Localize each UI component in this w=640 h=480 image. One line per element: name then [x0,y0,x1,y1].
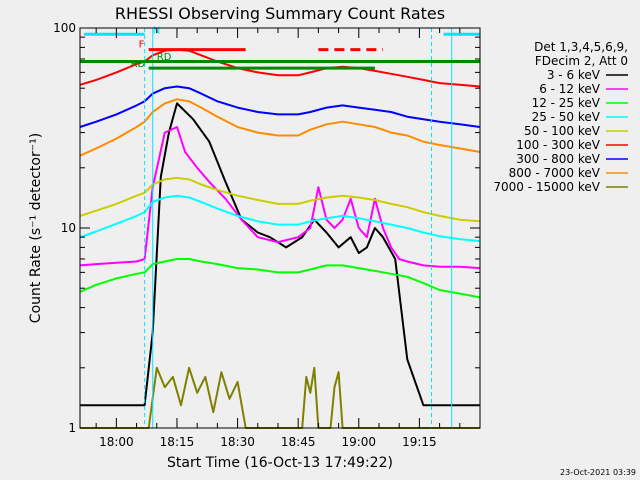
legend-label-0: 3 - 6 keV [547,68,601,82]
y-axis-label: Count Rate (s⁻¹ detector⁻¹) [28,133,44,323]
x-tick-label: 18:45 [281,435,316,449]
legend-label-1: 6 - 12 keV [539,82,601,96]
flag-label-f: F [139,39,145,50]
series-line-0 [80,102,480,407]
observing-flags: NFRDRD [80,25,480,70]
x-axis-label: Start Time (16-Oct-13 17:49:22) [167,455,393,471]
series-line-2 [79,258,481,299]
legend-header-1: Det 1,3,4,5,6,9, [534,40,628,54]
axes: 18:00 18:15 18:30 18:45 19:00 19:15 1 10 100 [53,21,480,449]
legend-label-7: 800 - 7000 keV [509,166,601,180]
chart-title: RHESSI Observing Summary Count Rates [115,4,445,23]
flag-label-rd-1: RD [131,59,146,70]
x-tick-label: 19:15 [402,435,437,449]
legend-label-4: 50 - 100 keV [524,124,601,138]
generation-timestamp: 23-Oct-2021 03:39 [560,468,636,477]
series-line-8 [80,366,480,429]
x-tick-label: 18:00 [99,435,134,449]
y-tick-label: 1 [68,421,76,435]
data-gap-layer [144,28,453,428]
legend-label-6: 300 - 800 keV [516,152,600,166]
series-line-1 [79,126,481,270]
series-line-7 [79,98,481,157]
series-line-6 [79,85,481,128]
legend: Det 1,3,4,5,6,9, FDecim 2, Att 0 3 - 6 k… [493,40,628,194]
series-line-3 [79,194,481,243]
series-line-4 [79,176,481,223]
legend-header-2: FDecim 2, Att 0 [535,54,628,68]
y-tick-label: 10 [61,221,76,235]
x-tick-label: 18:15 [160,435,195,449]
plot-frame [79,27,481,429]
series-layer [79,48,481,429]
legend-label-8: 7000 - 15000 keV [493,180,600,194]
legend-label-5: 100 - 300 keV [516,138,600,152]
flag-label-rd-2: RD [157,52,172,63]
legend-label-2: 12 - 25 keV [532,96,601,110]
x-tick-label: 19:00 [341,435,376,449]
x-tick-label: 18:30 [220,435,255,449]
y-tick-label: 100 [53,21,76,35]
legend-label-3: 25 - 50 keV [532,110,601,124]
